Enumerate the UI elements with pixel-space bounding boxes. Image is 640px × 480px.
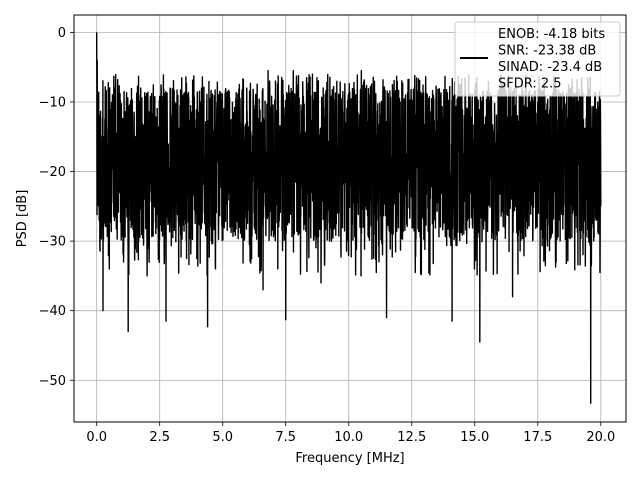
y-tick-label: −20 — [39, 165, 66, 180]
plot-area — [95, 32, 602, 404]
x-tick-label: 12.5 — [397, 430, 426, 445]
legend-entry: ENOB: -4.18 bits — [498, 27, 605, 42]
y-tick-label: −30 — [39, 235, 66, 250]
x-tick-label: 15.0 — [460, 430, 489, 445]
legend-entry: SFDR: 2.5 — [498, 77, 562, 92]
x-axis-label: Frequency [MHz] — [295, 451, 404, 466]
x-tick-label: 17.5 — [523, 430, 552, 445]
y-tick-label: 0 — [58, 26, 66, 41]
x-tick-label: 2.5 — [149, 430, 170, 445]
legend-entry: SNR: -23.38 dB — [498, 44, 596, 59]
legend-box — [454, 21, 621, 97]
x-tick-label: 7.5 — [275, 430, 296, 445]
axes-frame — [73, 14, 627, 423]
x-tick-label: 0.0 — [86, 430, 107, 445]
x-tick-label: 5.0 — [212, 430, 233, 445]
y-tick-label: −50 — [39, 374, 66, 389]
legend-entry: SINAD: -23.4 dB — [498, 60, 602, 75]
x-tick-label: 20.0 — [586, 430, 615, 445]
ticks: 0.0 2.5 5.0 7.5 10.0 12.5 15.0 17.5 20.0 0 −10 −20 −… — [39, 26, 616, 445]
psd-series-line — [95, 32, 602, 404]
x-tick-label: 10.0 — [334, 430, 363, 445]
y-tick-label: −10 — [39, 95, 66, 110]
y-tick-label: −40 — [39, 304, 66, 319]
y-axis-label: PSD [dB] — [15, 190, 30, 248]
